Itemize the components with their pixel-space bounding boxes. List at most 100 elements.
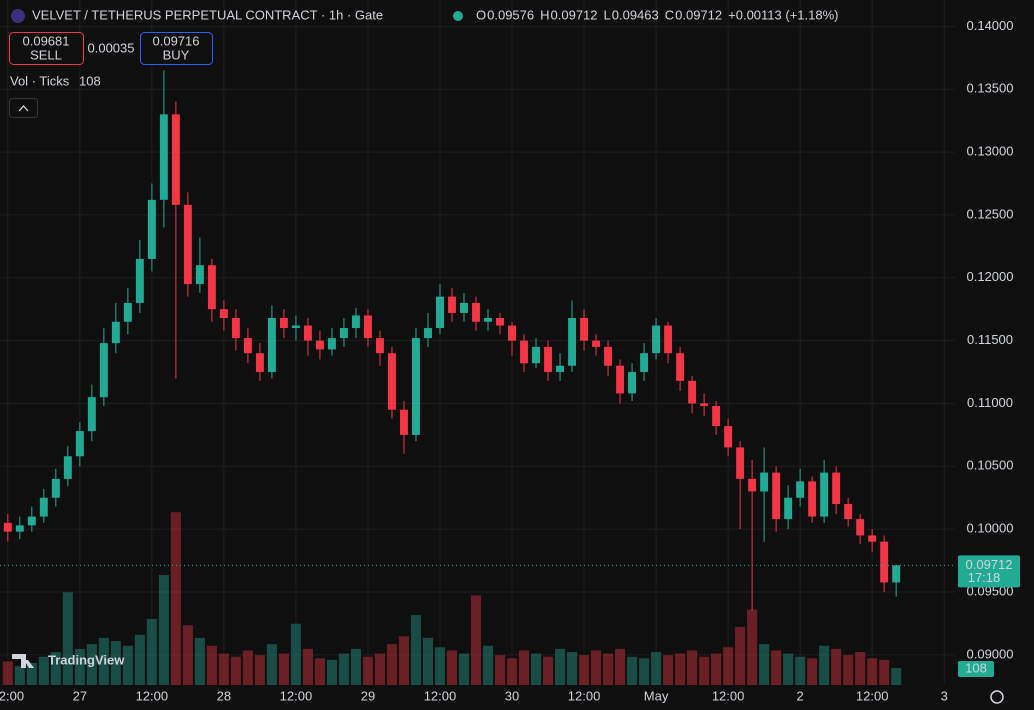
candle-body [123, 302, 132, 322]
volume-bar [86, 644, 97, 685]
candle-body [171, 114, 180, 205]
ohlc-value: 0.09576 [487, 7, 534, 22]
candle-body [303, 325, 312, 341]
volume-bar [675, 653, 686, 685]
candle-body [424, 328, 432, 339]
candle-body [652, 325, 661, 354]
volume-bar [50, 652, 61, 685]
candle-body [640, 353, 649, 373]
candle-body [676, 353, 685, 381]
ohlc-value: 0.09712 [675, 7, 722, 22]
volume-bar [759, 644, 770, 685]
y-tick-label: 0.14000 [967, 18, 1014, 33]
volume-bar [783, 653, 794, 685]
volume-bar [579, 655, 590, 685]
volume-bar [218, 653, 229, 685]
candle-body [712, 405, 721, 427]
candle-body [664, 325, 673, 354]
candle-body [87, 397, 96, 432]
volume-bar [867, 658, 878, 685]
volume-bar [542, 656, 554, 685]
candle-body [772, 472, 781, 520]
x-tick-label: 12:00 [568, 688, 601, 703]
volume-bar [711, 653, 722, 685]
settings-icon[interactable] [990, 690, 1004, 704]
candle-body [400, 409, 408, 435]
volume-bar [2, 661, 13, 685]
x-tick-label: 29 [361, 688, 375, 703]
candle-body [267, 317, 276, 373]
candle-body [868, 535, 877, 542]
candle-body [616, 365, 625, 394]
x-tick-label: 30 [505, 688, 519, 703]
volume-bar [807, 658, 818, 685]
watermark-logo [12, 654, 34, 668]
volume-bar [795, 656, 806, 685]
candle-body [568, 317, 577, 366]
volume-bar [494, 655, 506, 685]
candle-body [375, 338, 384, 354]
buy-button[interactable] [140, 32, 213, 65]
candle-body [844, 504, 853, 520]
countdown: 17:18 [968, 570, 1001, 585]
volume-bar [182, 625, 193, 685]
candle-body [363, 315, 372, 339]
volume-bar [374, 653, 386, 685]
volume-bar [843, 655, 854, 685]
candle-body [496, 317, 504, 326]
volume-bar [326, 659, 337, 685]
candle-body [892, 565, 901, 583]
volume-bar [278, 653, 289, 685]
x-tick-label: 2 [797, 688, 804, 703]
volume-bar [831, 648, 842, 685]
symbol-logo [11, 9, 25, 23]
volume-bar [302, 648, 313, 685]
collapse-button[interactable] [9, 98, 38, 118]
candle-body [63, 456, 72, 479]
volume-bar [254, 655, 265, 685]
buy-price: 0.09716 [153, 33, 200, 48]
volume-bar [122, 645, 133, 685]
candle-body [3, 522, 12, 532]
volume-bar [819, 645, 830, 685]
candle-body [195, 265, 204, 285]
y-tick-label: 0.13500 [967, 81, 1014, 96]
candle-body [243, 338, 252, 354]
x-tick-label: 3 [941, 688, 948, 703]
volume-bar [110, 641, 121, 685]
volume-bar [470, 595, 482, 685]
x-tick-label: 27 [73, 688, 87, 703]
volume-bar [446, 650, 458, 685]
ohlc-legend: O 0.09576 H 0.09712 L 0.09463 C 0.09712 +0.00113… [476, 7, 838, 22]
volume-bar [410, 615, 422, 685]
candle-body [339, 328, 348, 339]
candle-body [51, 478, 60, 498]
ohlc-key: C [665, 7, 674, 22]
volume-bar [242, 650, 253, 685]
volume-bar [518, 650, 530, 685]
candle-body [315, 340, 324, 350]
y-tick-label: 0.13000 [967, 144, 1014, 159]
volume-bar [314, 658, 325, 685]
volume-bar [699, 656, 710, 685]
candle-body [796, 481, 805, 498]
x-tick-label: 12:00 [712, 688, 745, 703]
x-tick-label: 12:00 [280, 688, 313, 703]
volume-bar [723, 647, 734, 685]
volume-bar [134, 634, 145, 685]
candle-body [700, 403, 709, 406]
candle-body [159, 114, 168, 200]
candle-body [532, 346, 540, 364]
volume-bar [458, 653, 470, 685]
y-tick-label: 0.10500 [967, 458, 1014, 473]
candle-body [820, 472, 829, 517]
candle-body [508, 325, 516, 341]
sell-button[interactable] [9, 32, 84, 65]
candle-body [436, 296, 444, 329]
volume-bar [146, 619, 157, 685]
volume-bar [747, 609, 758, 685]
candle-body [135, 258, 144, 303]
ohlc-value: 0.09712 [551, 7, 598, 22]
volume-bar [591, 650, 602, 685]
ohlc-key: O [476, 7, 486, 22]
